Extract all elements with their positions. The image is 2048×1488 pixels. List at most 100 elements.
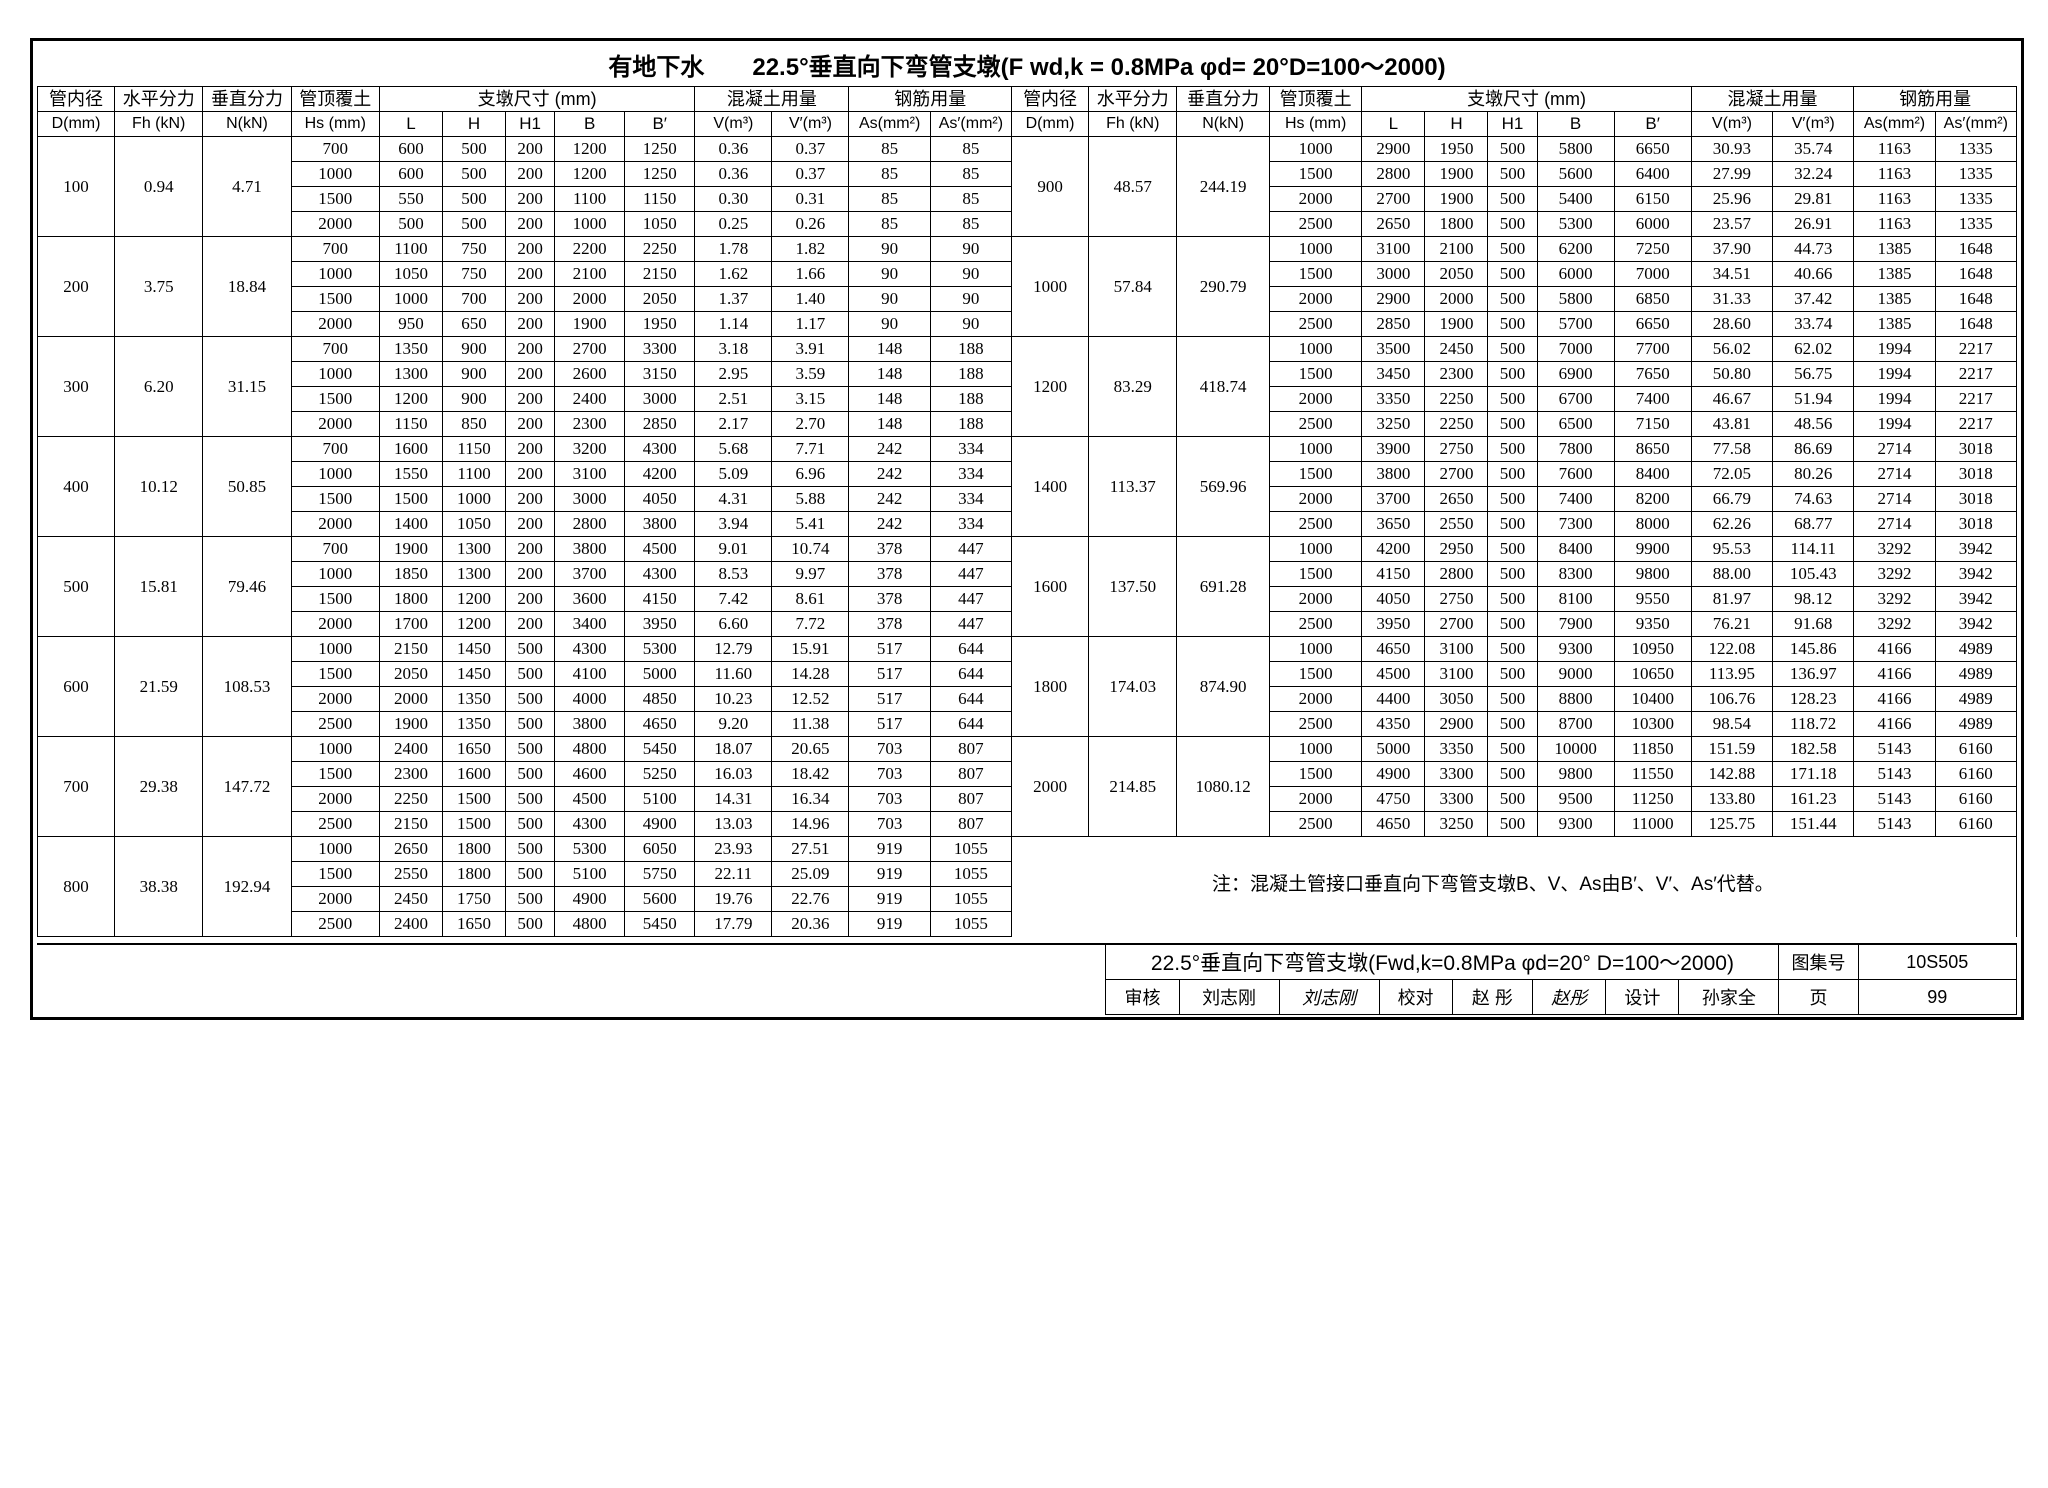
cell: 35.74 [1773, 137, 1854, 162]
cell: 447 [930, 612, 1011, 637]
cell: 85 [930, 187, 1011, 212]
cell: 200 [506, 562, 555, 587]
cell: 500 [1488, 162, 1537, 187]
cell: 500 [1488, 437, 1537, 462]
cell: 1500 [442, 787, 505, 812]
cell: 1050 [379, 262, 442, 287]
cell: 33.74 [1773, 312, 1854, 337]
cell: 703 [849, 762, 930, 787]
cell: 10000 [1537, 737, 1614, 762]
cell: 700 [291, 337, 379, 362]
cell: 1200 [379, 387, 442, 412]
cell: 5143 [1854, 787, 1935, 812]
cell: 5143 [1854, 737, 1935, 762]
cell: 68.77 [1773, 512, 1854, 537]
cell: 1335 [1935, 212, 2016, 237]
cell-n: 290.79 [1177, 237, 1269, 337]
cell: 7900 [1537, 612, 1614, 637]
col-header: 管顶覆土 [291, 87, 379, 112]
cell: 7000 [1614, 262, 1691, 287]
cell: 3350 [1362, 387, 1425, 412]
cell: 9000 [1537, 662, 1614, 687]
cell: 1950 [625, 312, 695, 337]
cell: 1163 [1854, 212, 1935, 237]
cell: 2500 [291, 712, 379, 737]
cell: 5000 [1362, 737, 1425, 762]
cell-n: 874.90 [1177, 637, 1269, 737]
cell: 644 [930, 712, 1011, 737]
cell: 2000 [1425, 287, 1488, 312]
cell: 1000 [1269, 137, 1361, 162]
cell: 500 [1488, 562, 1537, 587]
cell: 334 [930, 462, 1011, 487]
check-name: 赵 彤 [1452, 980, 1533, 1015]
cell-fh: 3.75 [115, 237, 203, 337]
cell: 2050 [625, 287, 695, 312]
cell: 500 [506, 662, 555, 687]
cell: 4166 [1854, 687, 1935, 712]
cell: 2714 [1854, 437, 1935, 462]
cell: 74.63 [1773, 487, 1854, 512]
cell: 1000 [1269, 637, 1361, 662]
cell: 90 [930, 287, 1011, 312]
col-header: As(mm²) [849, 112, 930, 137]
cell: 188 [930, 337, 1011, 362]
cell: 148 [849, 337, 930, 362]
cell: 40.66 [1773, 262, 1854, 287]
cell: 1350 [379, 337, 442, 362]
design-label: 设计 [1606, 980, 1679, 1015]
cell: 2000 [1269, 487, 1361, 512]
cell: 1550 [379, 462, 442, 487]
atlas-value: 10S505 [1858, 945, 2016, 980]
cell-fh: 57.84 [1089, 237, 1177, 337]
cell: 750 [442, 262, 505, 287]
cell: 6850 [1614, 287, 1691, 312]
cell: 2000 [1269, 287, 1361, 312]
cell: 6700 [1537, 387, 1614, 412]
cell: 2500 [1269, 512, 1361, 537]
cell: 3650 [1362, 512, 1425, 537]
cell-d: 400 [38, 437, 115, 537]
cell: 2050 [379, 662, 442, 687]
cell: 2000 [291, 412, 379, 437]
cell: 1000 [1269, 237, 1361, 262]
cell: 86.69 [1773, 437, 1854, 462]
cell: 25.96 [1691, 187, 1772, 212]
cell: 148 [849, 412, 930, 437]
cell: 700 [291, 537, 379, 562]
cell: 2000 [291, 312, 379, 337]
cell: 3292 [1854, 587, 1935, 612]
cell: 3700 [555, 562, 625, 587]
cell: 919 [849, 837, 930, 862]
cell: 4800 [555, 912, 625, 937]
cell-n: 418.74 [1177, 337, 1269, 437]
cell: 644 [930, 687, 1011, 712]
cell: 1.62 [695, 262, 772, 287]
cell: 3942 [1935, 537, 2016, 562]
cell: 6650 [1614, 137, 1691, 162]
cell: 2000 [1269, 587, 1361, 612]
cell: 200 [506, 512, 555, 537]
cell: 1000 [291, 637, 379, 662]
cell: 30.93 [1691, 137, 1772, 162]
cell: 105.43 [1773, 562, 1854, 587]
cell: 5143 [1854, 812, 1935, 837]
cell: 11.60 [695, 662, 772, 687]
col-header: 钢筋用量 [1854, 87, 2017, 112]
cell: 10400 [1614, 687, 1691, 712]
cell: 56.02 [1691, 337, 1772, 362]
cell-n: 31.15 [203, 337, 291, 437]
cell: 5400 [1537, 187, 1614, 212]
cell: 5100 [555, 862, 625, 887]
cell: 2500 [1269, 312, 1361, 337]
cell: 700 [291, 137, 379, 162]
cell: 9800 [1537, 762, 1614, 787]
cell: 500 [442, 187, 505, 212]
col-header: 混凝土用量 [695, 87, 849, 112]
cell: 1500 [291, 587, 379, 612]
cell: 148 [849, 362, 930, 387]
cell: 2714 [1854, 462, 1935, 487]
cell: 1100 [442, 462, 505, 487]
cell: 10300 [1614, 712, 1691, 737]
cell: 6160 [1935, 812, 2016, 837]
